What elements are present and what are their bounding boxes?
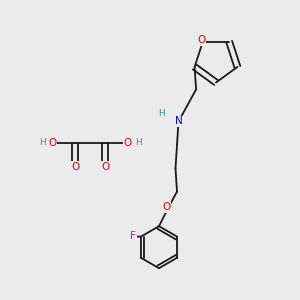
Text: F: F [130,231,136,241]
Text: O: O [123,137,132,148]
Text: H: H [159,110,165,118]
Text: O: O [197,35,206,45]
Text: O: O [71,161,79,172]
Text: O: O [162,202,171,212]
Text: N: N [175,116,182,127]
Text: H: H [135,138,141,147]
Text: O: O [48,137,57,148]
Text: H: H [39,138,45,147]
Text: O: O [101,161,109,172]
